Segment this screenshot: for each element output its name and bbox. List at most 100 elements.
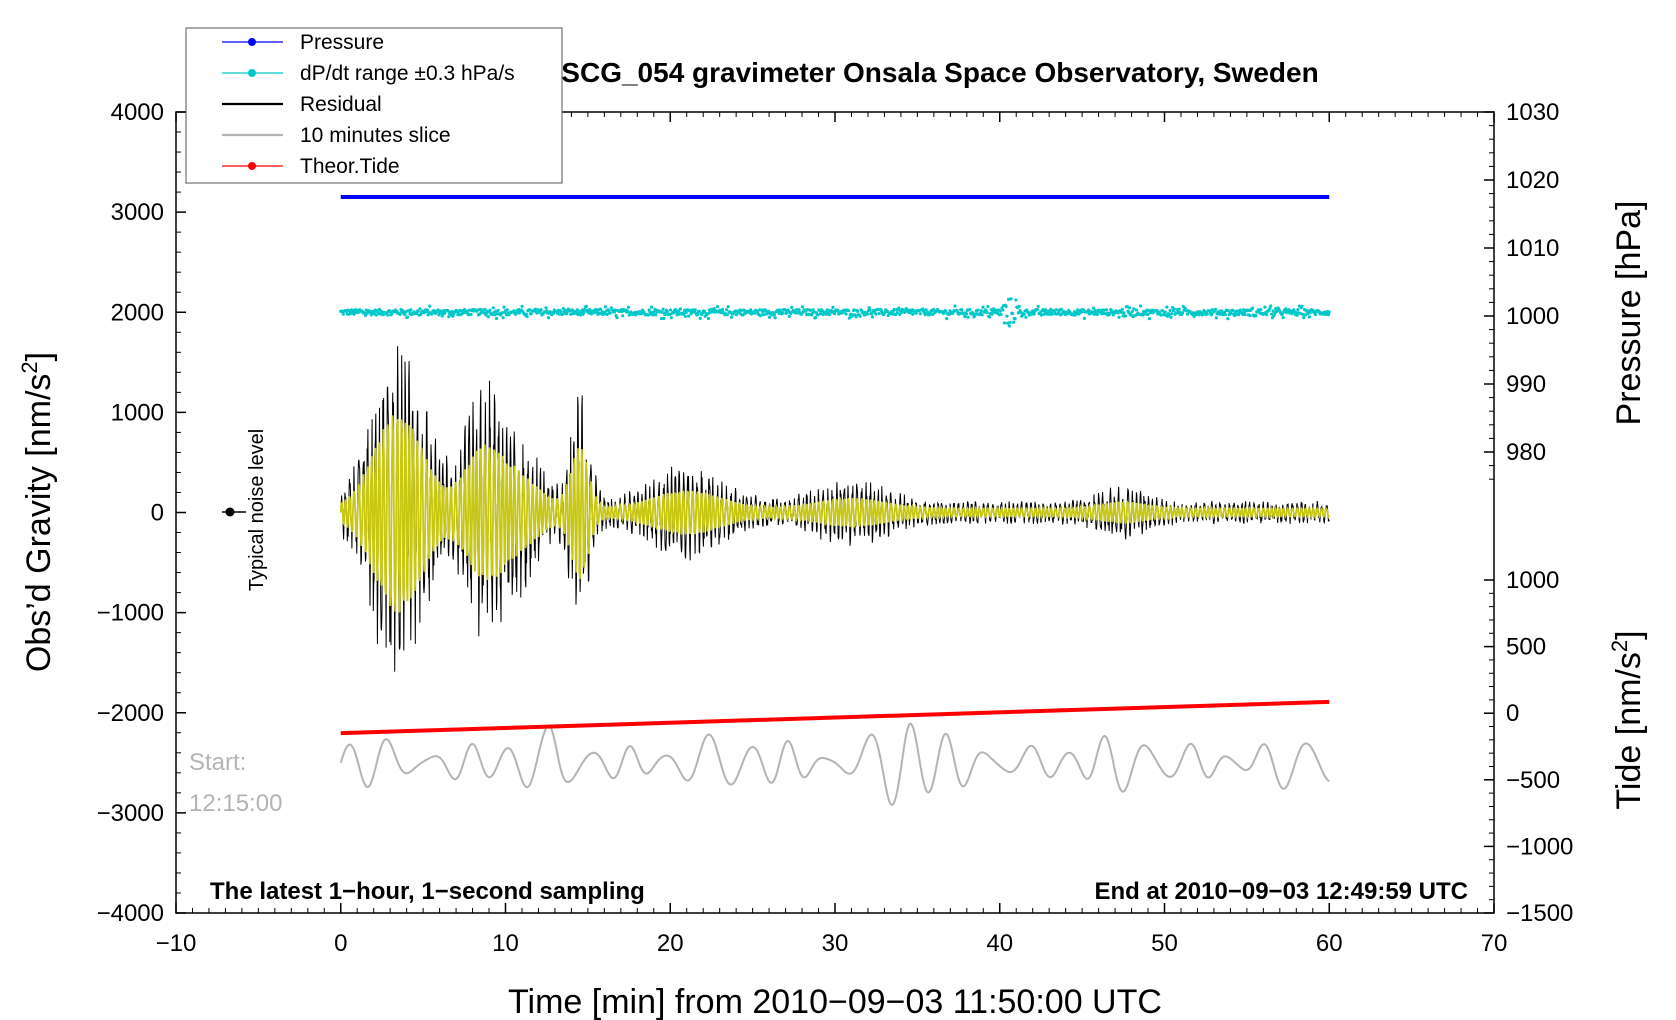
dpdt-point [1244, 313, 1247, 316]
y-tick-label: 3000 [111, 199, 164, 226]
dpdt-point [1224, 313, 1227, 316]
dpdt-point [847, 309, 850, 312]
dpdt-point [1121, 308, 1124, 311]
x-tick-label: 30 [822, 930, 849, 957]
dpdt-point [716, 305, 719, 308]
dpdt-point [483, 308, 486, 311]
dpdt-point [1265, 313, 1268, 316]
dpdt-point [1254, 314, 1257, 317]
dpdt-point [1004, 305, 1007, 308]
noise-level-label: Typical noise level [246, 429, 268, 591]
y-tick-label: −1000 [97, 600, 164, 627]
dpdt-point [1008, 324, 1011, 327]
y-axis-left-title: Obs’d Gravity [nm/s2] [17, 352, 58, 672]
dpdt-point [707, 317, 710, 320]
dpdt-point [814, 316, 817, 319]
dpdt-point [661, 311, 664, 314]
dpdt-point [773, 313, 776, 316]
y-axis-left-title-end: ] [20, 352, 58, 361]
noise-level-marker [222, 508, 246, 517]
dpdt-point [1296, 308, 1299, 311]
dpdt-point [1281, 313, 1284, 316]
dpdt-point [609, 311, 612, 314]
legend-label: Theor.Tide [300, 155, 400, 178]
dpdt-point [1012, 321, 1015, 324]
dpdt-point [696, 313, 699, 316]
dpdt-point [469, 313, 472, 316]
dpdt-point [856, 310, 859, 313]
dpdt-point [1308, 315, 1311, 318]
y-tick-label: −2000 [97, 700, 164, 727]
pressure-tick-label: 1010 [1506, 235, 1559, 262]
dpdt-point [699, 317, 702, 320]
dpdt-point [1060, 308, 1063, 311]
dpdt-point [694, 308, 697, 311]
y-tick-label: 2000 [111, 299, 164, 326]
dpdt-point [725, 308, 728, 311]
sampling-note: The latest 1−hour, 1−second sampling [210, 878, 645, 905]
dpdt-point [502, 306, 505, 309]
legend-label: 10 minutes slice [300, 124, 451, 147]
dpdt-point [1164, 311, 1167, 314]
dpdt-point [1135, 308, 1138, 311]
dpdt-point [878, 312, 881, 315]
dpdt-point [1051, 313, 1054, 316]
dpdt-point [781, 311, 784, 314]
dpdt-point [406, 315, 409, 318]
dpdt-point [1181, 311, 1184, 314]
dpdt-point [897, 306, 900, 309]
dpdt-point [669, 308, 672, 311]
dpdt-point [1009, 297, 1012, 300]
dpdt-point [687, 315, 690, 318]
x-tick-label: 20 [657, 930, 684, 957]
dpdt-point [662, 317, 665, 320]
dpdt-point [1105, 308, 1108, 311]
pressure-tick-label: 980 [1506, 439, 1546, 466]
dpdt-point [845, 312, 848, 315]
tide-tick-label: 0 [1506, 700, 1519, 727]
dpdt-point [801, 305, 804, 308]
dpdt-point [1055, 308, 1058, 311]
dpdt-point [1139, 304, 1142, 307]
y-tick-label: 4000 [111, 99, 164, 126]
dpdt-point [798, 308, 801, 311]
dpdt-point [497, 309, 500, 312]
dpdt-point [1259, 308, 1262, 311]
x-axis: −10 0 10 20 30 40 50 60 70 [156, 112, 1508, 957]
y-tick-label: 0 [151, 500, 164, 527]
dpdt-point [721, 308, 724, 311]
dpdt-point [1024, 316, 1027, 319]
legend-label: Residual [300, 93, 382, 116]
tide-tick-label: −1500 [1506, 900, 1573, 927]
dpdt-point [1269, 304, 1272, 307]
x-tick-label: 10 [492, 930, 519, 957]
x-tick-label: −10 [156, 930, 197, 957]
dpdt-point [1036, 308, 1039, 311]
dpdt-point [859, 315, 862, 318]
dpdt-point [559, 310, 562, 313]
legend-marker [248, 69, 256, 77]
legend-label: dP/dt range ±0.3 hPa/s [300, 62, 515, 85]
dpdt-point [666, 310, 669, 313]
dpdt-point [1169, 316, 1172, 319]
dpdt-point [1215, 316, 1218, 319]
dpdt-point [833, 312, 836, 315]
dpdt-point [525, 315, 528, 318]
dpdt-point [418, 307, 421, 310]
dpdt-point [670, 316, 673, 319]
dpdt-point [492, 306, 495, 309]
dpdt-point [1165, 305, 1168, 308]
dpdt-point [447, 315, 450, 318]
pressure-tick-label: 1020 [1506, 167, 1559, 194]
dpdt-point [1249, 314, 1252, 317]
chart-title: SCG_054 gravimeter Onsala Space Observat… [561, 57, 1318, 88]
series-dpdt [339, 297, 1331, 327]
dpdt-point [386, 313, 389, 316]
dpdt-point [945, 317, 948, 320]
end-time-note: End at 2010−09−03 12:49:59 UTC [1094, 878, 1468, 905]
dpdt-point [488, 309, 491, 312]
x-tick-label: 0 [334, 930, 347, 957]
dpdt-point [502, 316, 505, 319]
tide-tick-label: 1000 [1506, 567, 1559, 594]
y-axis-right: 103010201010100099098010005000−500−1000−… [1484, 99, 1573, 927]
